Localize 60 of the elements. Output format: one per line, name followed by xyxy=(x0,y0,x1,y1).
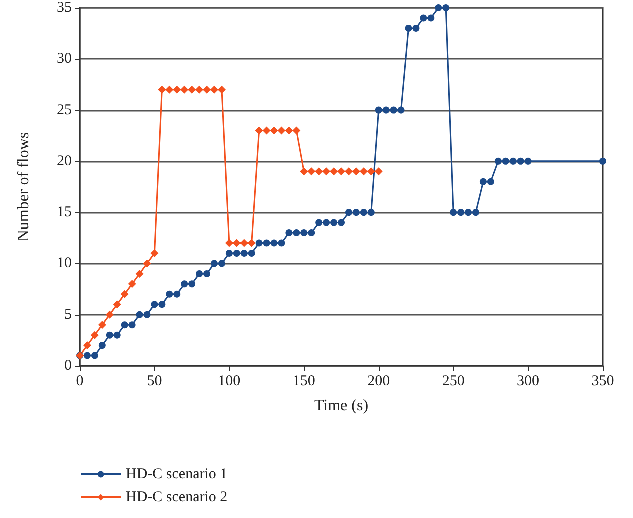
point xyxy=(90,331,99,340)
point xyxy=(113,300,122,309)
point xyxy=(270,126,278,135)
y-tick-label: 25 xyxy=(57,102,72,118)
y-tick-label: 5 xyxy=(64,306,72,323)
point xyxy=(150,249,159,258)
point xyxy=(360,168,368,176)
x-tick-label: 150 xyxy=(292,374,316,390)
x-tick-label: 250 xyxy=(442,374,465,390)
point xyxy=(315,168,324,176)
y-tick-label: 0 xyxy=(64,358,72,374)
point xyxy=(262,126,271,135)
point xyxy=(278,126,286,135)
point xyxy=(128,280,136,288)
point xyxy=(98,321,106,330)
x-tick-label: 50 xyxy=(147,374,162,390)
point xyxy=(367,168,376,176)
point xyxy=(322,168,331,176)
x-tick-label: 200 xyxy=(368,374,390,390)
x-tick-label: 300 xyxy=(517,374,540,390)
point xyxy=(106,310,114,319)
point xyxy=(218,86,226,94)
point xyxy=(188,86,196,94)
point xyxy=(308,168,316,176)
y-tick-label: 10 xyxy=(57,256,72,272)
y-axis-title: Number of flows xyxy=(16,132,32,242)
point xyxy=(83,342,92,350)
x-tick-label: 350 xyxy=(592,374,614,390)
point xyxy=(158,86,166,94)
point xyxy=(338,168,346,176)
point xyxy=(180,86,189,94)
point xyxy=(285,126,294,135)
point xyxy=(196,86,204,94)
point xyxy=(352,168,360,176)
point xyxy=(143,260,152,268)
point xyxy=(292,126,301,135)
x-tick-label: 100 xyxy=(218,374,241,390)
point xyxy=(166,86,174,94)
point xyxy=(173,86,182,94)
point xyxy=(330,168,338,176)
y-tick-label: 35 xyxy=(57,0,72,16)
point xyxy=(120,290,129,298)
point xyxy=(203,86,212,94)
x-tick-label: 0 xyxy=(76,374,84,390)
x-axis-title: Time (s) xyxy=(314,398,369,414)
point xyxy=(374,168,383,176)
point xyxy=(344,168,353,176)
point xyxy=(136,270,144,278)
legend-label: HD-C scenario 2 xyxy=(126,490,228,506)
point xyxy=(240,239,248,248)
y-tick-label: 30 xyxy=(57,51,72,68)
point xyxy=(248,239,256,248)
point xyxy=(210,86,218,94)
y-tick-label: 15 xyxy=(57,204,72,221)
y-tick-label: 20 xyxy=(57,153,72,170)
legend-label: HD-C scenario 1 xyxy=(126,466,228,482)
point xyxy=(232,239,241,248)
point xyxy=(300,168,308,176)
point xyxy=(225,239,234,248)
point xyxy=(255,126,264,135)
